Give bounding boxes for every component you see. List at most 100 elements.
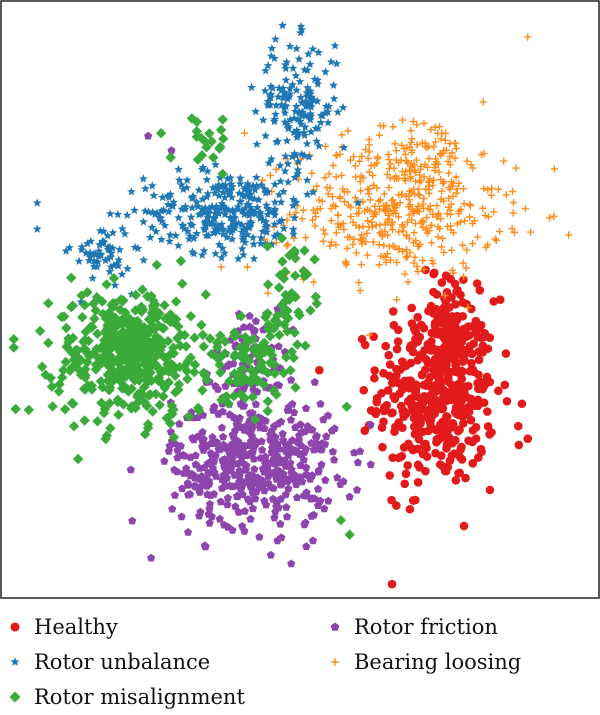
point-rotor-unbalance: [267, 43, 277, 53]
point-bearing-loosing: [403, 252, 412, 260]
point-rotor-friction: [307, 439, 316, 447]
point-rotor-misalignment: [142, 328, 153, 339]
point-rotor-friction: [293, 493, 302, 502]
point-rotor-unbalance: [222, 185, 232, 194]
point-healthy: [441, 308, 450, 317]
point-healthy: [405, 504, 415, 514]
point-rotor-unbalance: [123, 264, 132, 273]
point-bearing-loosing: [459, 184, 468, 193]
point-bearing-loosing: [479, 98, 487, 106]
point-bearing-loosing: [391, 243, 399, 251]
point-rotor-unbalance: [94, 246, 104, 255]
point-rotor-friction: [255, 532, 264, 541]
point-rotor-friction: [287, 559, 296, 568]
point-rotor-unbalance: [276, 176, 285, 186]
point-rotor-unbalance: [330, 41, 340, 50]
point-rotor-unbalance: [289, 224, 298, 234]
point-healthy: [413, 478, 423, 487]
point-bearing-loosing: [481, 211, 489, 220]
point-rotor-friction: [268, 469, 277, 478]
point-bearing-loosing: [464, 304, 472, 312]
point-rotor-unbalance: [292, 85, 301, 94]
point-rotor-unbalance: [198, 162, 208, 172]
point-rotor-unbalance: [186, 219, 196, 228]
point-rotor-misalignment: [101, 430, 112, 441]
point-rotor-friction: [302, 470, 311, 479]
point-bearing-loosing: [460, 273, 468, 281]
point-bearing-loosing: [355, 157, 364, 165]
point-rotor-misalignment: [269, 368, 280, 379]
point-healthy: [430, 268, 439, 278]
point-rotor-unbalance: [178, 220, 187, 229]
point-rotor-unbalance: [301, 96, 311, 105]
point-rotor-unbalance: [297, 149, 307, 158]
point-rotor-misalignment: [262, 396, 274, 407]
point-rotor-misalignment: [143, 376, 154, 387]
point-bearing-loosing: [508, 187, 517, 196]
point-rotor-misalignment: [108, 273, 120, 284]
point-rotor-unbalance: [279, 223, 289, 233]
point-rotor-unbalance: [218, 224, 228, 234]
point-rotor-friction: [233, 447, 242, 456]
point-rotor-unbalance: [305, 115, 315, 124]
point-healthy: [315, 365, 324, 375]
point-rotor-unbalance: [303, 65, 312, 74]
point-rotor-friction: [307, 511, 316, 520]
point-bearing-loosing: [480, 185, 488, 193]
point-healthy: [393, 337, 403, 346]
point-rotor-friction: [184, 528, 193, 536]
point-rotor-unbalance: [238, 235, 248, 244]
point-rotor-friction: [219, 470, 228, 479]
point-rotor-friction: [234, 480, 243, 489]
point-rotor-misalignment: [191, 126, 202, 137]
point-bearing-loosing: [410, 229, 418, 237]
point-healthy: [399, 412, 409, 421]
point-rotor-friction: [279, 436, 288, 444]
point-rotor-unbalance: [308, 44, 318, 53]
point-healthy: [387, 579, 397, 589]
point-rotor-unbalance: [164, 192, 174, 202]
point-bearing-loosing: [502, 191, 510, 199]
point-healthy: [468, 425, 478, 435]
point-rotor-friction: [249, 444, 258, 453]
point-rotor-friction: [316, 496, 325, 505]
point-bearing-loosing: [376, 122, 384, 130]
point-rotor-misalignment: [289, 290, 300, 301]
point-rotor-unbalance: [292, 102, 301, 111]
point-rotor-friction: [330, 455, 339, 464]
point-rotor-friction: [208, 433, 217, 441]
point-bearing-loosing: [380, 241, 388, 250]
point-rotor-unbalance: [260, 86, 270, 95]
point-bearing-loosing: [434, 211, 442, 219]
legend-label-rotor-misalignment: Rotor misalignment: [34, 685, 245, 709]
point-rotor-misalignment: [218, 133, 229, 144]
point-bearing-loosing: [414, 185, 422, 193]
point-bearing-loosing: [420, 119, 428, 127]
point-rotor-unbalance: [292, 126, 302, 135]
point-rotor-unbalance: [227, 182, 237, 191]
point-healthy: [451, 300, 460, 309]
point-rotor-unbalance: [200, 203, 210, 212]
point-healthy: [501, 349, 511, 358]
point-rotor-unbalance: [275, 217, 285, 226]
point-rotor-unbalance: [252, 172, 261, 182]
point-rotor-misalignment: [286, 346, 298, 357]
point-healthy: [403, 461, 413, 470]
point-rotor-misalignment: [147, 406, 158, 417]
point-rotor-unbalance: [261, 222, 271, 232]
point-bearing-loosing: [447, 200, 455, 208]
point-rotor-unbalance: [211, 206, 221, 215]
point-rotor-unbalance: [182, 175, 192, 184]
point-rotor-misalignment: [285, 365, 296, 376]
point-rotor-unbalance: [227, 234, 237, 243]
point-rotor-unbalance: [267, 240, 277, 249]
point-rotor-misalignment: [249, 414, 261, 425]
point-bearing-loosing: [457, 205, 465, 214]
point-rotor-friction: [253, 473, 262, 482]
point-bearing-loosing: [409, 207, 417, 215]
series-rotor-unbalance: [32, 20, 363, 306]
point-rotor-misalignment: [79, 415, 90, 426]
point-bearing-loosing: [419, 204, 428, 212]
point-rotor-misalignment: [168, 404, 179, 415]
point-healthy: [447, 293, 456, 302]
